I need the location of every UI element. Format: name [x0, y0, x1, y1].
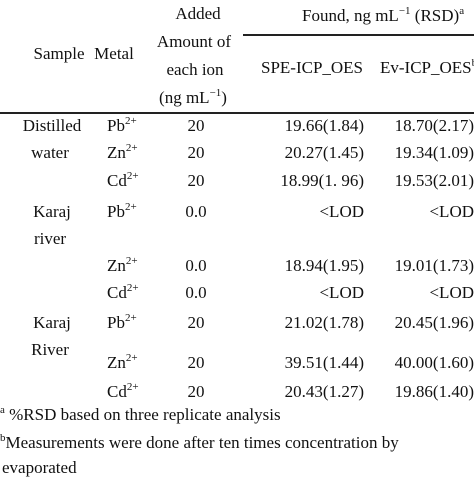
- metal-cell: Cd2+: [107, 283, 139, 303]
- footnote-b: bMeasurements were done after ten times …: [0, 432, 399, 453]
- ev-value-cell: 40.00(1.60): [394, 353, 474, 372]
- metal-charge: 2+: [124, 201, 137, 213]
- metal-cell: Cd2+: [107, 171, 139, 191]
- metal-charge: 2+: [124, 115, 137, 127]
- footnote-a: a %RSD based on three replicate analysis: [0, 404, 281, 425]
- metal-cell: Zn2+: [107, 353, 138, 373]
- metal-cell: Pb2+: [107, 202, 137, 222]
- ev-value-cell: 19.53(2.01): [394, 171, 474, 190]
- metal-symbol: Zn: [107, 256, 126, 275]
- metal-cell: Zn2+: [107, 143, 138, 163]
- spe-value-cell: 20.27(1.45): [284, 143, 364, 162]
- header-spe: SPE-ICP_OES: [260, 58, 364, 77]
- spe-value-cell: <LOD: [319, 202, 364, 221]
- added-amount-cell: 20: [187, 143, 205, 162]
- header-sample: Sample: [33, 44, 85, 63]
- metal-symbol: Cd: [107, 382, 127, 401]
- footnote-b-continued: evaporated: [2, 458, 77, 477]
- found-underline: [243, 34, 474, 36]
- metal-symbol: Cd: [107, 283, 127, 302]
- metal-charge: 2+: [126, 282, 139, 294]
- ev-value-cell: 18.70(2.17): [394, 116, 474, 135]
- metal-symbol: Zn: [107, 353, 126, 372]
- sample-name-line1: Distilled: [22, 116, 82, 135]
- metal-symbol: Zn: [107, 143, 126, 162]
- added-amount-cell: 20: [187, 353, 205, 372]
- added-amount-cell: 0.0: [185, 256, 207, 275]
- spe-value-cell: 21.02(1.78): [284, 313, 364, 332]
- added-amount-cell: 20: [187, 382, 205, 401]
- spe-value-cell: <LOD: [319, 283, 364, 302]
- metal-symbol: Cd: [107, 171, 127, 190]
- metal-symbol: Pb: [107, 116, 125, 135]
- ev-value-cell: 19.86(1.40): [394, 382, 474, 401]
- sample-name-line1: Karaj: [33, 313, 71, 332]
- added-amount-cell: 0.0: [185, 283, 207, 302]
- metal-charge: 2+: [126, 381, 139, 393]
- metal-charge: 2+: [124, 312, 137, 324]
- ev-value-cell: 20.45(1.96): [394, 313, 474, 332]
- sample-name-line1: Karaj: [33, 202, 71, 221]
- ev-value-cell: <LOD: [429, 202, 474, 221]
- sample-name-line2: water: [31, 143, 69, 162]
- header-metal: Metal: [94, 44, 134, 63]
- spe-value-cell: 18.94(1.95): [284, 256, 364, 275]
- header-added-line1: Added: [175, 4, 221, 23]
- metal-cell: Cd2+: [107, 382, 139, 402]
- header-rule: [0, 112, 474, 114]
- metal-charge: 2+: [125, 142, 138, 154]
- metal-cell: Zn2+: [107, 256, 138, 276]
- ev-value-cell: 19.01(1.73): [394, 256, 474, 275]
- added-amount-cell: 20: [187, 171, 205, 190]
- spe-value-cell: 19.66(1.84): [284, 116, 364, 135]
- header-found: Found, ng mL−1 (RSD)a: [302, 5, 465, 26]
- ev-value-cell: <LOD: [429, 283, 474, 302]
- metal-cell: Pb2+: [107, 313, 137, 333]
- ev-value-cell: 19.34(1.09): [394, 143, 474, 162]
- metal-cell: Pb2+: [107, 116, 137, 136]
- header-added-line3: each ion: [166, 60, 224, 79]
- sample-name-line2: River: [31, 340, 69, 359]
- metal-charge: 2+: [125, 255, 138, 267]
- header-added-line4: (ng mL−1): [159, 87, 227, 108]
- metal-charge: 2+: [125, 352, 138, 364]
- header-added-line2: Amount of: [156, 32, 232, 51]
- header-ev: Ev-ICP_OESb: [380, 58, 474, 78]
- metal-symbol: Pb: [107, 202, 125, 221]
- added-amount-cell: 0.0: [185, 202, 207, 221]
- added-amount-cell: 20: [187, 313, 205, 332]
- spe-value-cell: 18.99(1. 96): [280, 171, 364, 190]
- spe-value-cell: 20.43(1.27): [284, 382, 364, 401]
- metal-symbol: Pb: [107, 313, 125, 332]
- metal-charge: 2+: [126, 170, 139, 182]
- spe-value-cell: 39.51(1.44): [284, 353, 364, 372]
- added-amount-cell: 20: [187, 116, 205, 135]
- sample-name-line2: river: [33, 229, 67, 248]
